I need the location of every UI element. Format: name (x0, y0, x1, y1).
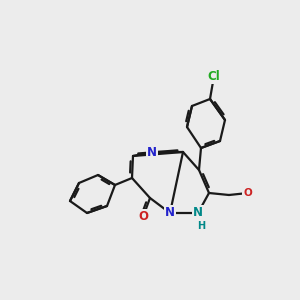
Text: N: N (193, 206, 203, 220)
Text: N: N (147, 146, 157, 158)
Text: Cl: Cl (208, 70, 220, 83)
Text: O: O (138, 211, 148, 224)
Text: H: H (197, 220, 206, 231)
Text: N: N (165, 206, 175, 220)
Text: O: O (244, 188, 252, 198)
